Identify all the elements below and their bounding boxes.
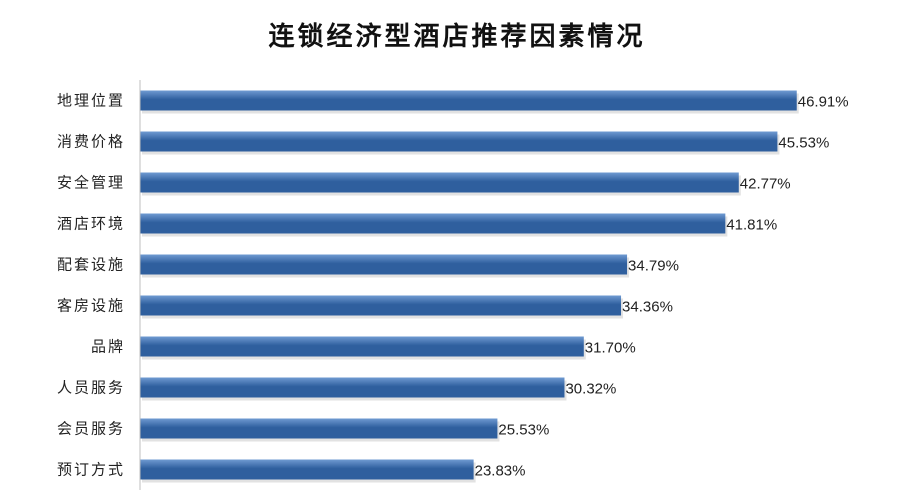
bar	[140, 131, 778, 152]
data-label: 30.32%	[565, 381, 616, 398]
data-label: 23.83%	[475, 463, 526, 480]
bar	[140, 213, 726, 234]
data-label: 34.36%	[622, 299, 673, 316]
category-label: 人员服务	[57, 379, 125, 397]
category-label: 预订方式	[57, 461, 125, 479]
category-label: 消费价格	[57, 133, 125, 151]
category-label: 安全管理	[57, 174, 125, 192]
data-label: 41.81%	[726, 217, 777, 234]
category-label: 酒店环境	[57, 215, 125, 233]
chart-title: 连锁经济型酒店推荐因素情况	[268, 22, 646, 52]
data-label: 46.91%	[798, 94, 849, 111]
bar	[140, 295, 622, 316]
bar	[140, 377, 565, 398]
data-label: 42.77%	[740, 176, 791, 193]
bar	[140, 90, 797, 111]
bar	[140, 336, 584, 357]
bar	[140, 254, 628, 275]
bar	[140, 172, 739, 193]
category-label: 配套设施	[57, 256, 125, 274]
bar	[140, 459, 474, 480]
bar	[140, 418, 498, 439]
category-label: 品牌	[91, 338, 125, 356]
data-label: 31.70%	[585, 340, 636, 357]
data-label: 25.53%	[498, 422, 549, 439]
category-label: 客房设施	[57, 297, 125, 315]
category-label: 会员服务	[57, 420, 125, 438]
data-label: 34.79%	[628, 258, 679, 275]
category-label: 地理位置	[57, 92, 125, 110]
data-label: 45.53%	[778, 135, 829, 152]
